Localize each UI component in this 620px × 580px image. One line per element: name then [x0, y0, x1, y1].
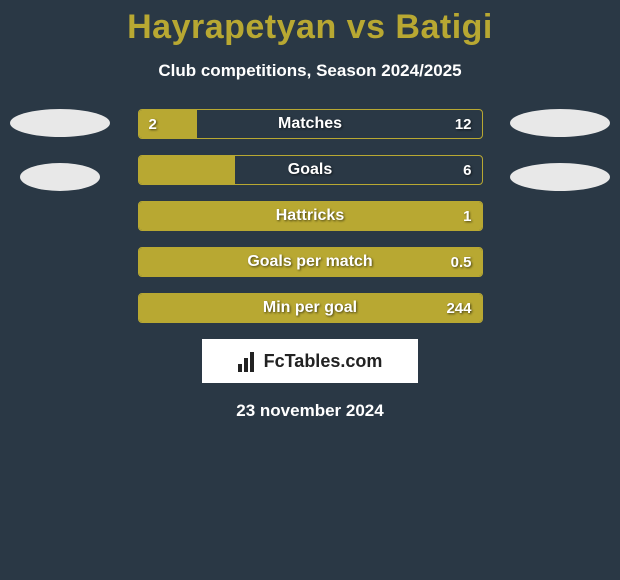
stat-value-right: 0.5	[451, 248, 472, 276]
footer-date: 23 november 2024	[0, 401, 620, 421]
comparison-chart: 2 Matches 12 Goals 6 Hattricks 1 Goals p…	[0, 109, 620, 323]
club-avatar-icon	[20, 163, 100, 191]
stat-label: Goals	[139, 156, 482, 184]
footer-logo[interactable]: FcTables.com	[202, 339, 418, 383]
stat-row: Goals per match 0.5	[138, 247, 483, 277]
stat-row: 2 Matches 12	[138, 109, 483, 139]
stat-label: Hattricks	[139, 202, 482, 230]
player-right-avatars	[510, 109, 610, 217]
stat-label: Matches	[139, 110, 482, 138]
player-avatar-icon	[10, 109, 110, 137]
stat-value-right: 6	[463, 156, 471, 184]
chart-bars-icon	[238, 350, 260, 372]
player-left-avatars	[10, 109, 110, 217]
club-avatar-icon	[510, 163, 610, 191]
stat-row: Goals 6	[138, 155, 483, 185]
stat-value-right: 244	[446, 294, 471, 322]
stat-row: Hattricks 1	[138, 201, 483, 231]
page-title: Hayrapetyan vs Batigi	[0, 0, 620, 47]
page-subtitle: Club competitions, Season 2024/2025	[0, 61, 620, 81]
stat-label: Goals per match	[139, 248, 482, 276]
stat-bars: 2 Matches 12 Goals 6 Hattricks 1 Goals p…	[138, 109, 483, 323]
stat-label: Min per goal	[139, 294, 482, 322]
stat-value-right: 12	[455, 110, 472, 138]
stat-row: Min per goal 244	[138, 293, 483, 323]
player-avatar-icon	[510, 109, 610, 137]
stat-value-right: 1	[463, 202, 471, 230]
footer-logo-text: FcTables.com	[264, 351, 383, 372]
